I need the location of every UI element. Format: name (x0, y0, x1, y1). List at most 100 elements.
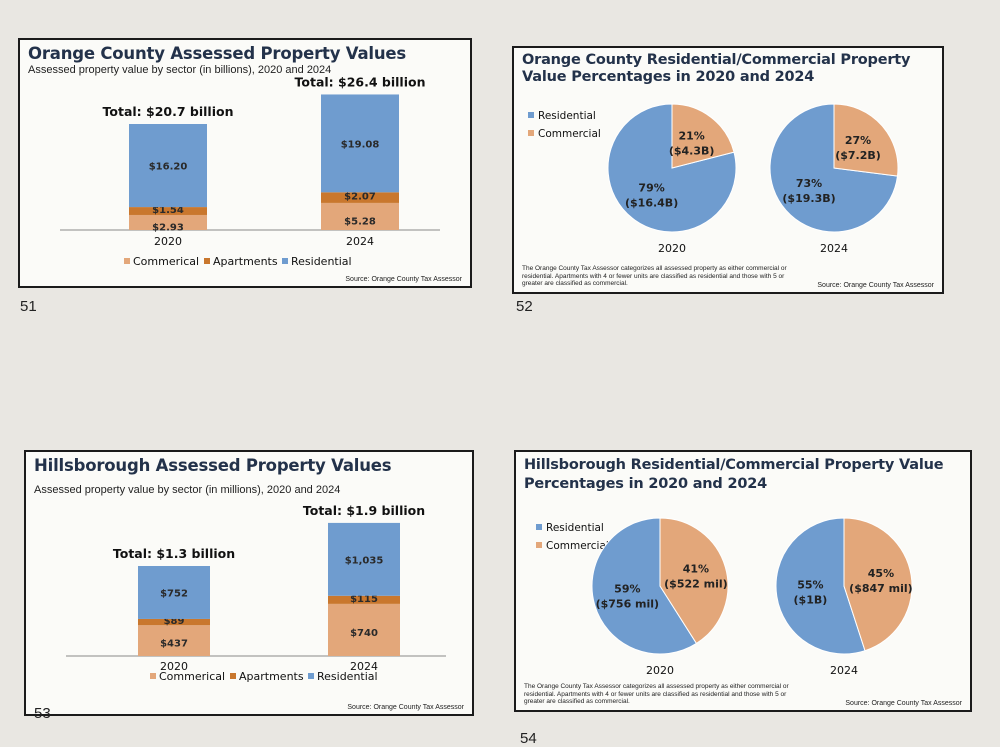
chart-source: Source: Orange County Tax Assessor (817, 282, 934, 289)
chart-title: Orange County Residential/Commercial Pro… (522, 52, 911, 85)
chart-panel-hillsborough-values: Hillsborough Assessed Property Values As… (24, 450, 474, 716)
x-tick-label: 2020 (160, 660, 188, 673)
x-tick-label: 2024 (350, 660, 378, 673)
bar-segment-commerical (321, 202, 399, 230)
pie-label: 2020 (646, 664, 674, 677)
x-tick-label: 2020 (154, 235, 182, 248)
chart-source: Source: Orange County Tax Assessor (345, 276, 462, 283)
legend-label: Commerical (159, 670, 225, 683)
page-number: 54 (520, 730, 537, 747)
page-number: 52 (516, 298, 533, 315)
legend-label: Residential (538, 110, 596, 122)
bar-segment-apartments (129, 207, 207, 215)
bar-segment-commerical (129, 214, 207, 230)
legend-swatch (536, 524, 542, 530)
legend-label: Commercial (538, 128, 601, 140)
chart-svg: $437 $89 $752 Total: $1.3 billion 2020 $740 $1… (66, 503, 446, 683)
legend-swatch (230, 673, 236, 679)
chart-subtitle: Assessed property value by sector (in bi… (28, 64, 332, 76)
chart-panel-hillsborough-percentages: Hillsborough Residential/Commercial Prop… (514, 450, 972, 712)
bar-segment-apartments (321, 192, 399, 203)
slice-label: ($4.3B) (669, 145, 715, 158)
chart-title: Orange County Assessed Property Values (28, 44, 407, 63)
chart-source: Source: Orange County Tax Assessor (347, 704, 464, 711)
chart-svg: Residential Commercial 59% ($756 mil) 41% ($5… (536, 517, 913, 677)
slice-label: 21% (678, 130, 704, 143)
slice-label: ($16.4B) (625, 196, 678, 209)
pie-slice-residential (591, 517, 698, 655)
chart-source: Source: Orange County Tax Assessor (845, 700, 962, 707)
chart-panel-orange-percentages: Orange County Residential/Commercial Pro… (512, 46, 944, 294)
bar-segment-residential (129, 124, 207, 208)
data-label: $1,035 (345, 555, 384, 566)
pie-label: 2024 (830, 664, 858, 677)
pie-slice-commercial (659, 517, 729, 645)
chart-note: The Orange County Tax Assessor categoriz… (524, 683, 789, 706)
data-label: $1.54 (152, 205, 184, 216)
bar-segment-commerical (328, 603, 400, 656)
data-label: $2.93 (152, 222, 184, 233)
chart-svg: Residential Commercial 79% ($16.4B) 21% ($4.3… (528, 103, 899, 255)
pie-slice-commercial (671, 103, 735, 169)
legend-swatch (204, 258, 210, 264)
x-tick-label: 2024 (346, 235, 374, 248)
slice-label: ($1B) (794, 593, 828, 606)
slice-label: ($847 mil) (849, 582, 913, 595)
total-label: Total: $20.7 billion (103, 104, 234, 119)
legend-label: Commercial (546, 540, 609, 552)
pie-label: 2020 (658, 242, 686, 255)
page-number: 51 (20, 298, 37, 315)
chart-panel-orange-values: Orange County Assessed Property Values A… (18, 38, 472, 288)
slice-label: 27% (845, 134, 871, 147)
data-label: $2.07 (344, 192, 376, 203)
slice-label: ($19.3B) (782, 192, 835, 205)
chart-svg: $2.93 $1.54 $16.20 Total: $20.7 billion 2020… (60, 74, 440, 268)
data-label: $5.28 (344, 216, 376, 227)
legend-swatch (282, 258, 288, 264)
data-label: $740 (350, 628, 378, 639)
slice-label: 59% (614, 582, 640, 595)
slice-label: ($7.2B) (835, 149, 881, 162)
legend-label: Residential (546, 522, 604, 534)
legend-swatch (150, 673, 156, 679)
pie-slice-residential (775, 517, 866, 655)
data-label: $437 (160, 639, 188, 650)
slice-label: 45% (868, 567, 894, 580)
total-label: Total: $1.3 billion (113, 546, 235, 561)
legend-swatch (536, 542, 542, 548)
bar-segment-residential (321, 94, 399, 193)
legend-swatch (528, 130, 534, 136)
data-label: $89 (164, 616, 185, 627)
total-label: Total: $1.9 billion (303, 503, 425, 518)
legend-label: Apartments (239, 670, 304, 683)
slice-label: ($756 mil) (596, 597, 660, 610)
bar-segment-residential (328, 522, 400, 596)
legend-swatch (308, 673, 314, 679)
slice-label: 41% (683, 563, 709, 576)
pie-label: 2024 (820, 242, 848, 255)
chart-note: The Orange County Tax Assessor categoriz… (522, 265, 787, 288)
data-label: $16.20 (149, 162, 188, 173)
legend-label: Commerical (133, 255, 199, 268)
bar-segment-residential (138, 566, 210, 619)
data-label: $752 (160, 588, 188, 599)
legend-label: Residential (317, 670, 378, 683)
legend-swatch (528, 112, 534, 118)
bar-segment-commerical (138, 625, 210, 656)
page-number: 53 (34, 705, 51, 722)
data-label: $115 (350, 594, 378, 605)
legend-swatch (124, 258, 130, 264)
slice-label: 55% (797, 578, 823, 591)
bar-segment-apartments (328, 595, 400, 604)
legend-label: Residential (291, 255, 352, 268)
pie-slice-commercial (843, 517, 913, 652)
chart-title: Hillsborough Assessed Property Values (34, 456, 392, 475)
slice-label: ($522 mil) (664, 578, 728, 591)
bar-segment-apartments (138, 618, 210, 626)
chart-subtitle: Assessed property value by sector (in mi… (34, 484, 341, 496)
total-label: Total: $26.4 billion (295, 74, 426, 89)
legend-label: Apartments (213, 255, 278, 268)
data-label: $19.08 (341, 139, 380, 150)
slice-label: 73% (796, 177, 822, 190)
slice-label: 79% (638, 181, 664, 194)
